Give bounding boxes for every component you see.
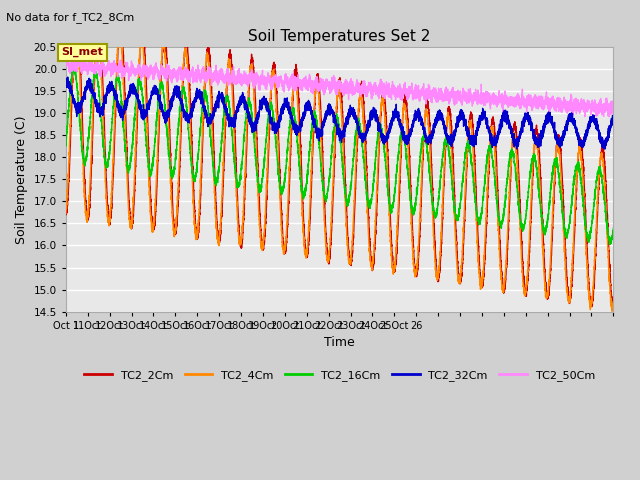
Y-axis label: Soil Temperature (C): Soil Temperature (C) <box>15 115 28 243</box>
Title: Soil Temperatures Set 2: Soil Temperatures Set 2 <box>248 29 431 44</box>
Text: SI_met: SI_met <box>61 47 103 58</box>
Legend: TC2_2Cm, TC2_4Cm, TC2_16Cm, TC2_32Cm, TC2_50Cm: TC2_2Cm, TC2_4Cm, TC2_16Cm, TC2_32Cm, TC… <box>80 366 599 385</box>
X-axis label: Time: Time <box>324 336 355 349</box>
Text: No data for f_TC2_8Cm: No data for f_TC2_8Cm <box>6 12 134 23</box>
